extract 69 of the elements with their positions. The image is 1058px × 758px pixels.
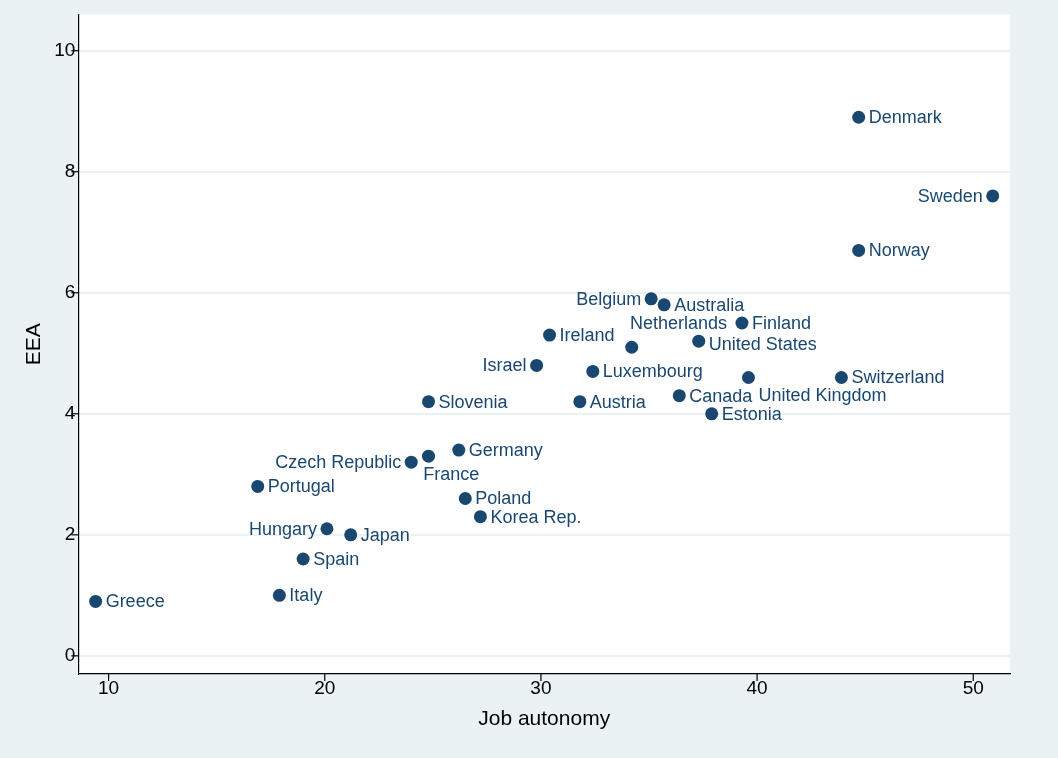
point: [344, 528, 358, 542]
annotation: Finland: [751, 312, 811, 333]
point: [657, 298, 671, 312]
point: [644, 292, 658, 306]
point: [422, 449, 436, 463]
annotation: Poland: [475, 488, 532, 509]
y-tick-label: 6: [64, 281, 76, 302]
point: [625, 340, 639, 354]
point: [296, 552, 310, 566]
annotation: Czech Republic: [275, 452, 402, 473]
annotation: Sweden: [917, 185, 983, 206]
point: [741, 370, 755, 384]
y-tick-label: 0: [64, 644, 76, 666]
annotation: Germany: [468, 440, 543, 461]
annotation: Estonia: [721, 403, 783, 424]
annotation: Israel: [482, 355, 527, 376]
annotation: Italy: [289, 585, 323, 606]
x-axis-title: Job autonomy: [478, 706, 611, 730]
annotation: United States: [708, 334, 817, 355]
annotation: Greece: [105, 591, 165, 612]
annotation: Netherlands: [630, 313, 728, 334]
point: [404, 455, 418, 469]
point: [692, 334, 706, 348]
x-tick-label: 20: [314, 676, 336, 698]
point: [251, 479, 265, 493]
point: [852, 110, 866, 124]
point: [573, 395, 587, 409]
annotation: Spain: [313, 548, 360, 569]
point: [473, 510, 487, 524]
point: [705, 407, 719, 421]
annotation: Hungary: [248, 518, 317, 539]
point: [986, 189, 1000, 203]
annotation: Switzerland: [851, 367, 945, 388]
y-tick-label: 8: [64, 159, 76, 181]
annotation: Canada: [689, 385, 754, 406]
annotation: France: [423, 464, 480, 485]
point: [834, 370, 848, 384]
point: [320, 522, 334, 536]
annotation: Denmark: [868, 107, 943, 128]
point: [452, 443, 466, 457]
y-tick-label: 10: [54, 38, 76, 60]
annotation: Portugal: [267, 476, 335, 497]
point: [672, 389, 686, 403]
annotation: Slovenia: [438, 391, 509, 412]
annotation: Ireland: [559, 325, 615, 346]
point: [272, 588, 286, 602]
annotation: Luxembourg: [602, 361, 703, 382]
y-tick-label: 4: [64, 402, 76, 424]
point: [543, 328, 557, 342]
point: [422, 395, 436, 409]
point: [89, 594, 103, 608]
annotation: Japan: [360, 524, 410, 545]
x-tick-label: 30: [530, 676, 552, 698]
point: [852, 243, 866, 257]
point: [530, 358, 544, 372]
x-tick-label: 40: [746, 676, 768, 698]
x-tick-label: 10: [98, 676, 120, 698]
point: [735, 316, 749, 330]
y-tick-label: 2: [64, 523, 76, 545]
annotation: Norway: [868, 240, 930, 261]
annotation: Austria: [589, 391, 647, 412]
annotation: Belgium: [576, 288, 642, 309]
y-axis-title: EEA: [21, 323, 45, 366]
annotation: Australia: [674, 294, 746, 315]
x-tick-label: 50: [962, 676, 984, 698]
point: [586, 364, 600, 378]
point: [458, 492, 472, 506]
annotation: Korea Rep.: [490, 506, 582, 527]
annotation: United Kingdom: [758, 385, 887, 406]
